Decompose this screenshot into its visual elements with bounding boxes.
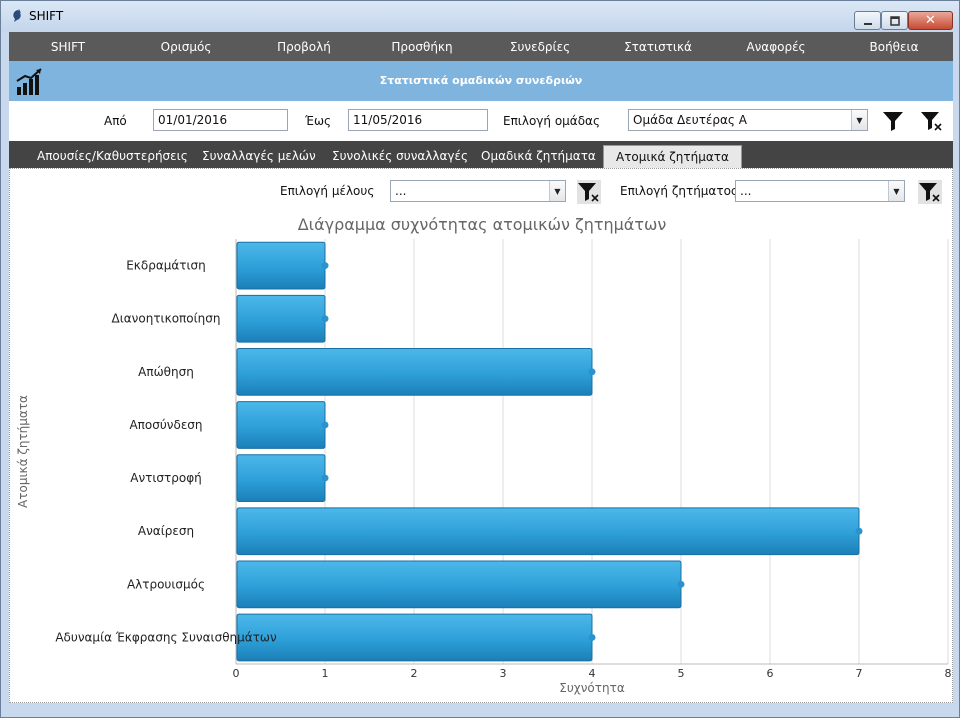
page-title: Στατιστικά ομαδικών συνεδριών bbox=[379, 74, 583, 87]
chart-title: Διάγραμμα συχνότητας ατομικών ζητημάτων bbox=[297, 215, 667, 234]
bar-end-marker bbox=[855, 527, 863, 535]
bar bbox=[236, 560, 682, 609]
menu-add[interactable]: Προσθήκη bbox=[391, 39, 453, 54]
clear-member-filter-icon[interactable] bbox=[577, 180, 601, 204]
chart-panel: Επιλογή μέλους ... ▼ Επιλογή ζητήματος .… bbox=[9, 168, 953, 703]
status-bar bbox=[9, 703, 953, 713]
menu-help[interactable]: Βοήθεια bbox=[869, 39, 919, 54]
tab-total-transactions[interactable]: Συνολικές συναλλαγές bbox=[332, 149, 469, 163]
filter-icon[interactable] bbox=[881, 109, 905, 133]
y-category-label: Αντιστροφή bbox=[130, 471, 202, 485]
bar-end-marker bbox=[588, 633, 596, 641]
minimize-button[interactable] bbox=[854, 11, 881, 30]
chevron-down-icon[interactable]: ▼ bbox=[851, 110, 867, 130]
bar-end-marker bbox=[321, 315, 329, 323]
tab-absences[interactable]: Απουσίες/Καθυστερήσεις bbox=[37, 149, 188, 163]
menu-define[interactable]: Ορισμός bbox=[160, 39, 212, 54]
bar bbox=[236, 507, 860, 556]
restore-icon bbox=[889, 15, 900, 26]
bar bbox=[236, 347, 593, 396]
title-bar: SHIFT ✕ bbox=[1, 1, 959, 32]
menu-bar: SHIFT Ορισμός Προβολή Προσθήκη Συνεδρίες… bbox=[9, 32, 953, 61]
member-select[interactable]: ... ▼ bbox=[390, 180, 566, 202]
x-tick-label: 6 bbox=[767, 667, 774, 680]
issue-select-value: ... bbox=[740, 184, 752, 198]
to-label: Έως bbox=[305, 114, 332, 128]
issues-bar-chart: 0 1 2 3 4 5 6 7 8 Εκδραμάτιση Διανοητικοποίηση Απώθ… bbox=[16, 239, 952, 695]
x-tick-label: 3 bbox=[500, 667, 507, 680]
x-tick-label: 0 bbox=[233, 667, 240, 680]
window-title: SHIFT bbox=[29, 9, 64, 23]
x-tick-label: 5 bbox=[678, 667, 685, 680]
bar-end-marker bbox=[321, 421, 329, 429]
menu-shift[interactable]: SHIFT bbox=[50, 39, 86, 54]
x-tick-label: 2 bbox=[411, 667, 418, 680]
x-tick-label: 7 bbox=[856, 667, 863, 680]
y-category-label: Εκδραμάτιση bbox=[126, 259, 206, 273]
bar bbox=[236, 294, 326, 343]
tab-individual-issues[interactable]: Ατομικά ζητήματα bbox=[603, 145, 742, 168]
date-filter-bar: Από 01/01/2016 Έως 11/05/2016 Επιλογή ομ… bbox=[9, 101, 953, 141]
x-tick-label: 1 bbox=[322, 667, 329, 680]
section-header: Στατιστικά ομαδικών συνεδριών bbox=[9, 61, 953, 101]
y-category-label: Αναίρεση bbox=[138, 524, 194, 538]
y-axis-title: Ατομικά ζητήματα bbox=[16, 395, 30, 508]
group-select[interactable]: Ομάδα Δευτέρας Α ▼ bbox=[628, 109, 868, 131]
menu-view[interactable]: Προβολή bbox=[277, 39, 331, 54]
clear-filter-icon[interactable] bbox=[920, 109, 944, 133]
bar bbox=[236, 613, 593, 662]
bar-end-marker bbox=[321, 262, 329, 270]
close-button[interactable]: ✕ bbox=[908, 11, 953, 30]
menu-sessions[interactable]: Συνεδρίες bbox=[509, 39, 571, 54]
bar-end-marker bbox=[677, 580, 685, 588]
from-date-input[interactable]: 01/01/2016 bbox=[153, 109, 288, 131]
member-select-value: ... bbox=[395, 184, 407, 198]
issue-label: Επιλογή ζητήματος bbox=[620, 184, 738, 198]
chevron-down-icon[interactable]: ▼ bbox=[549, 181, 565, 201]
bar bbox=[236, 454, 326, 502]
issue-select[interactable]: ... ▼ bbox=[735, 180, 905, 202]
clear-issue-filter-icon[interactable] bbox=[918, 180, 942, 204]
tab-member-transactions[interactable]: Συναλλαγές μελών bbox=[202, 149, 316, 163]
menu-statistics[interactable]: Στατιστικά bbox=[624, 39, 692, 54]
close-icon: ✕ bbox=[925, 13, 936, 28]
app-logo-icon bbox=[13, 9, 21, 22]
minimize-icon bbox=[863, 22, 872, 25]
y-category-label: Αλτρουισμός bbox=[127, 577, 205, 591]
x-tick-label: 8 bbox=[945, 667, 952, 680]
member-label: Επιλογή μέλους bbox=[280, 184, 375, 198]
y-category-label: Αδυναμία Έκφρασης Συναισθημάτων bbox=[55, 630, 277, 644]
menu-reports[interactable]: Αναφορές bbox=[746, 39, 806, 54]
bar bbox=[236, 401, 326, 449]
to-date-input[interactable]: 11/05/2016 bbox=[348, 109, 488, 131]
bar-end-marker bbox=[588, 368, 596, 376]
y-category-label: Αποσύνδεση bbox=[129, 418, 202, 432]
y-category-label: Διανοητικοποίηση bbox=[112, 312, 221, 326]
x-tick-label: 4 bbox=[589, 667, 596, 680]
maximize-button[interactable] bbox=[881, 11, 908, 30]
tab-bar: Απουσίες/Καθυστερήσεις Συναλλαγές μελών … bbox=[9, 141, 953, 168]
statistics-icon bbox=[16, 68, 42, 95]
group-label: Επιλογή ομάδας bbox=[503, 114, 601, 128]
tab-group-issues[interactable]: Ομαδικά ζητήματα bbox=[481, 149, 596, 163]
x-axis-title: Συχνότητα bbox=[559, 681, 625, 695]
bar-end-marker bbox=[321, 474, 329, 482]
y-category-label: Απώθηση bbox=[138, 365, 194, 379]
group-select-value: Ομάδα Δευτέρας Α bbox=[633, 113, 747, 127]
from-label: Από bbox=[104, 114, 127, 128]
chevron-down-icon[interactable]: ▼ bbox=[888, 181, 904, 201]
bar bbox=[236, 241, 326, 290]
